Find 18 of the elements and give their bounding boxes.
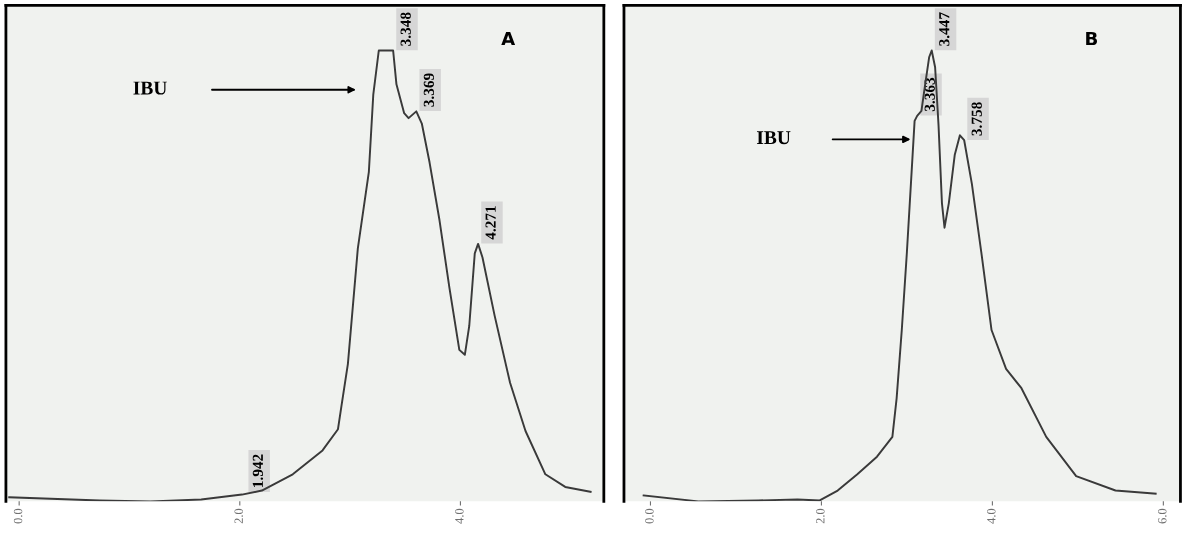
x-tick-label: 0.0 xyxy=(13,508,23,524)
x-tick-label: 4.0 xyxy=(987,508,996,524)
annotation: 3.348 xyxy=(400,12,411,46)
annotation: 3.447 xyxy=(939,12,950,46)
annotation: 3.369 xyxy=(423,73,435,107)
annotation: 4.271 xyxy=(485,206,496,240)
x-tick-label: 4.0 xyxy=(455,508,464,524)
x-tick-label: 2.0 xyxy=(234,508,243,524)
chart-title: B xyxy=(1086,31,1098,46)
annotation: IBU xyxy=(133,81,167,95)
x-tick-label: 0.0 xyxy=(645,508,654,524)
annotation: 3.363 xyxy=(924,77,935,112)
annotation: 3.758 xyxy=(971,102,982,136)
x-tick-label: 6.0 xyxy=(1158,508,1167,524)
annotation: IBU xyxy=(756,131,791,145)
annotation: 1.942 xyxy=(252,454,264,487)
x-tick-label: 2.0 xyxy=(816,508,825,524)
chart-title: A xyxy=(501,31,516,46)
